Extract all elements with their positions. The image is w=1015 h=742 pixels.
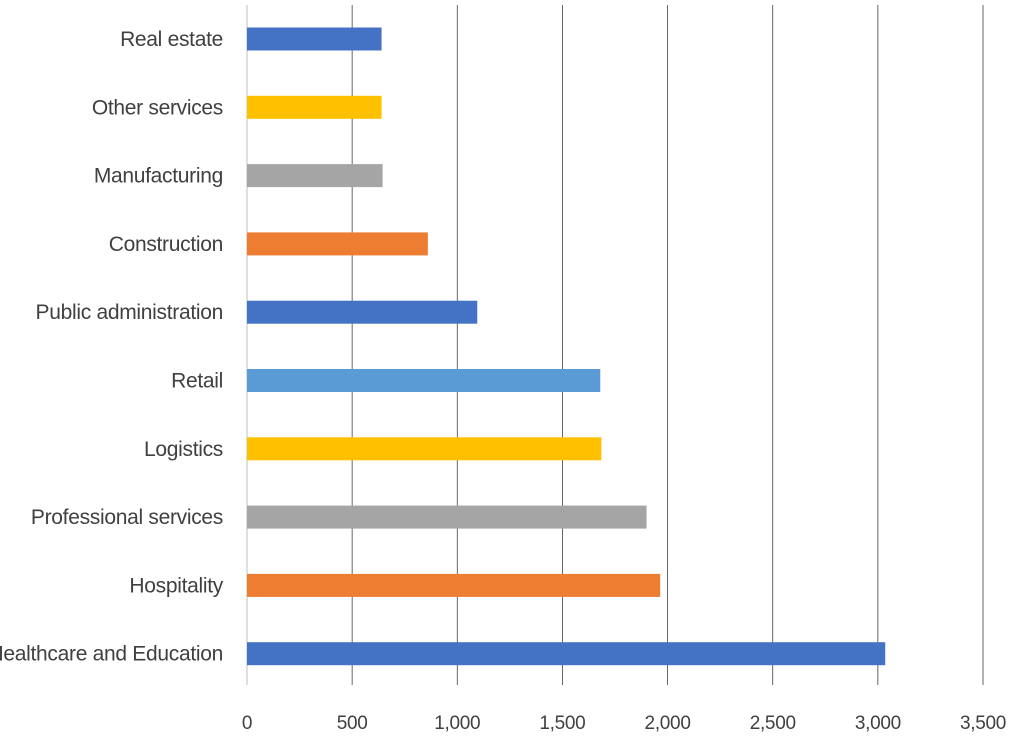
category-label: Real estate (120, 28, 223, 51)
bar (247, 164, 383, 188)
bar (247, 27, 382, 51)
category-label: Other services (92, 96, 223, 119)
x-tick-label: 1,500 (539, 713, 585, 734)
category-label: Construction (109, 233, 223, 256)
bar (247, 573, 661, 597)
bar (247, 232, 428, 256)
x-tick-label: 3,000 (855, 713, 901, 734)
category-label: Retail (171, 370, 223, 393)
category-label: Logistics (144, 438, 223, 461)
x-tick-label: 0 (242, 713, 252, 734)
x-tick-label: 2,500 (750, 713, 796, 734)
bar (247, 505, 647, 529)
category-labels: Real estate Other services Manufacturing Co… (0, 28, 224, 666)
x-axis-tick-labels: 0 500 1,000 1,500 2,000 2,500 3,000 3,500 (242, 713, 1006, 734)
category-label: Manufacturing (94, 165, 223, 188)
x-tick-label: 2,000 (645, 713, 691, 734)
bar (247, 437, 602, 461)
category-label: Healthcare and Education (0, 643, 223, 666)
category-label: Professional services (31, 506, 223, 529)
bar (247, 300, 478, 324)
x-tick-label: 3,500 (960, 713, 1006, 734)
bar (247, 369, 601, 392)
bar (247, 95, 382, 119)
x-tick-label: 500 (337, 713, 368, 734)
bars (247, 27, 886, 666)
category-label: Public administration (36, 301, 223, 324)
x-tick-label: 1,000 (434, 713, 480, 734)
category-label: Hospitality (129, 574, 223, 597)
bar (247, 642, 886, 666)
